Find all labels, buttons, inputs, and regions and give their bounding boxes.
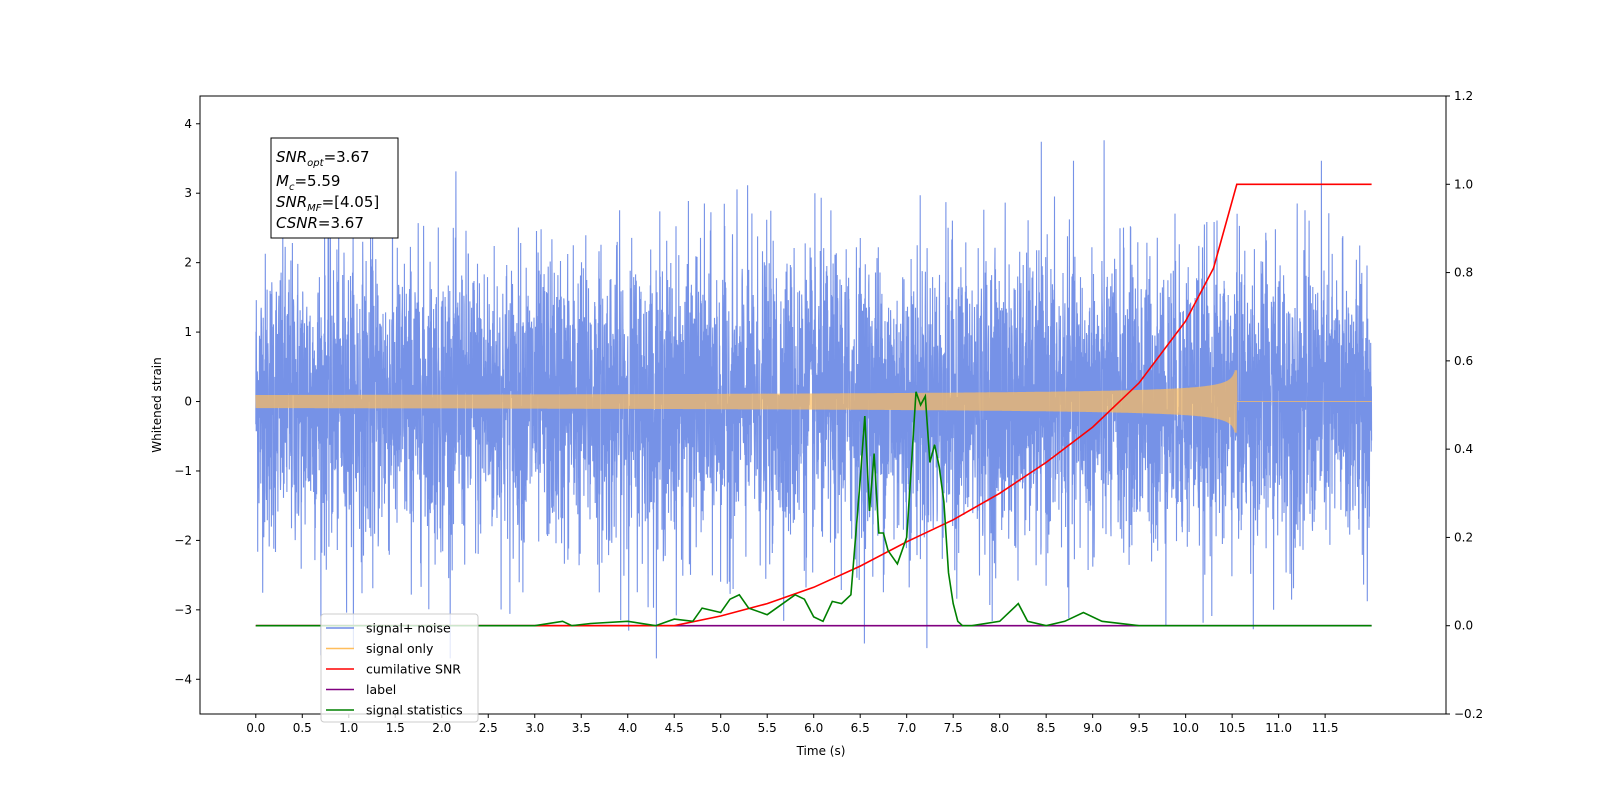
- x-tick-label: 8.5: [1037, 721, 1056, 735]
- x-tick-label: 8.0: [990, 721, 1009, 735]
- annotation-box: SNRopt=3.67 Mc=5.59 SNRMF=[4.05] CSNR=3.…: [270, 137, 399, 239]
- x-tick-label: 11.5: [1312, 721, 1339, 735]
- y-tick-label: 3: [184, 186, 192, 200]
- y-tick-label: 1: [184, 325, 192, 339]
- x-tick-label: 10.0: [1172, 721, 1199, 735]
- annotation-snr-opt: SNRopt=3.67: [276, 148, 370, 169]
- x-tick-label: 1.0: [339, 721, 358, 735]
- x-tick-label: 9.0: [1083, 721, 1102, 735]
- x-tick-label: 7.5: [944, 721, 963, 735]
- y-tick-label: 4: [184, 117, 192, 131]
- series-signal-statistics: [255, 391, 1372, 627]
- x-tick-label: 3.0: [525, 721, 544, 735]
- cumulative-snr-line: [255, 183, 1372, 627]
- y2-tick-label: 0.4: [1454, 442, 1473, 456]
- series-signal-only: [255, 370, 1372, 433]
- y-tick-label: −3: [174, 603, 192, 617]
- y2-tick-label: 1.0: [1454, 177, 1473, 191]
- x-tick-label: 4.5: [665, 721, 684, 735]
- legend-label: signal statistics: [366, 703, 463, 718]
- x-tick-label: 4.0: [618, 721, 637, 735]
- y2-tick-label: 0.2: [1454, 530, 1473, 544]
- legend-label: cumilative SNR: [366, 662, 461, 677]
- legend-frame: [320, 613, 479, 723]
- y-tick-label: −4: [174, 672, 192, 686]
- x-tick-label: 0.5: [293, 721, 312, 735]
- x-tick-label: 2.0: [432, 721, 451, 735]
- y-tick-label: 2: [184, 256, 192, 270]
- x-axis-label: Time (s): [796, 744, 846, 758]
- y-axis-left: 4 3 2 1 0 −1 −2 −3 −4: [174, 117, 200, 686]
- annotation-snr-mf: SNRMF=[4.05]: [276, 193, 379, 214]
- x-tick-label: 6.0: [804, 721, 823, 735]
- legend-label: label: [366, 682, 396, 697]
- series-cumulative-snr: [255, 183, 1372, 627]
- plot-frame: [199, 95, 1447, 715]
- x-tick-label: 1.5: [386, 721, 405, 735]
- legend: signal+ noise signal only cumilative SNR la…: [320, 613, 479, 723]
- signal-only-line: [255, 370, 1372, 433]
- x-tick-label: 11.0: [1265, 721, 1292, 735]
- annotation-csnr: CSNR=3.67: [276, 214, 364, 232]
- y-tick-label: −2: [174, 533, 192, 547]
- y2-tick-label: −0.2: [1454, 707, 1483, 721]
- annotation-frame: [270, 137, 399, 239]
- x-tick-label: 2.5: [479, 721, 498, 735]
- x-tick-label: 5.0: [711, 721, 730, 735]
- y2-tick-label: 0.6: [1454, 354, 1473, 368]
- annotation-mc: Mc=5.59: [276, 172, 340, 193]
- x-tick-label: 5.5: [758, 721, 777, 735]
- signal-statistics-line: [255, 391, 1372, 627]
- y2-tick-label: 0.8: [1454, 266, 1473, 280]
- y-axis-label: Whitened strain: [150, 357, 164, 453]
- x-tick-label: 0.0: [246, 721, 265, 735]
- x-tick-label: 10.5: [1219, 721, 1246, 735]
- x-tick-label: 6.5: [851, 721, 870, 735]
- y2-tick-label: 1.2: [1454, 89, 1473, 103]
- legend-label: signal+ noise: [366, 621, 451, 636]
- x-axis: 0.0 0.5 1.0 1.5 2.0 2.5 3.0 3.5 4.0 4.5 5.0 5.5 6.0 6…: [246, 714, 1338, 735]
- legend-label: signal only: [366, 641, 434, 656]
- x-tick-label: 9.5: [1130, 721, 1149, 735]
- y-axis-right: 1.2 1.0 0.8 0.6 0.4 0.2 0.0 −0.2: [1446, 89, 1483, 721]
- y-tick-label: −1: [174, 464, 192, 478]
- x-tick-label: 3.5: [572, 721, 591, 735]
- y-tick-label: 0: [184, 395, 192, 409]
- y2-tick-label: 0.0: [1454, 619, 1473, 633]
- x-tick-label: 7.0: [897, 721, 916, 735]
